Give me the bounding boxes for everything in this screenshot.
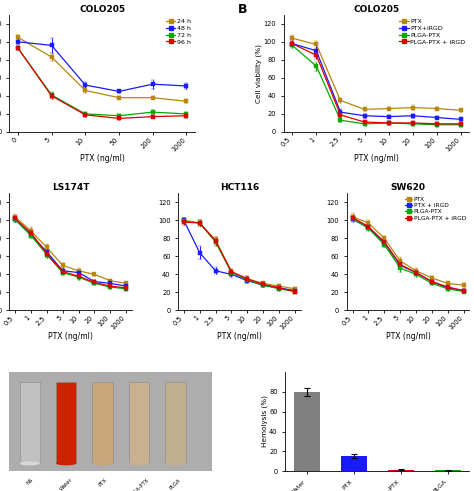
Legend: 24 h, 48 h, 72 h, 96 h: 24 h, 48 h, 72 h, 96 h (165, 18, 192, 45)
Legend: PTX, PTX+iRGD, PLGA-PTX, PLGA-PTX + iRGD: PTX, PTX+iRGD, PLGA-PTX, PLGA-PTX + iRGD (399, 18, 466, 45)
Ellipse shape (92, 462, 113, 465)
Ellipse shape (129, 462, 149, 465)
Bar (165, 382, 185, 464)
Title: HCT116: HCT116 (220, 184, 259, 192)
Ellipse shape (165, 462, 185, 465)
Y-axis label: Cell viability (%): Cell viability (%) (255, 44, 262, 103)
Text: Water: Water (59, 477, 73, 491)
Text: NS: NS (26, 477, 34, 486)
Title: LS174T: LS174T (52, 184, 90, 192)
X-axis label: PTX (ng/ml): PTX (ng/ml) (354, 154, 399, 163)
Text: PLGA-PTX: PLGA-PTX (128, 477, 150, 491)
Bar (56, 382, 76, 464)
Bar (388, 470, 414, 471)
Bar (19, 382, 40, 464)
Text: PTX: PTX (97, 477, 108, 488)
X-axis label: PTX (ng/ml): PTX (ng/ml) (48, 332, 93, 341)
Title: COLO205: COLO205 (354, 5, 400, 14)
X-axis label: PTX (ng/ml): PTX (ng/ml) (80, 154, 125, 163)
Y-axis label: Hemolysis (%): Hemolysis (%) (261, 396, 268, 447)
X-axis label: PTX (ng/ml): PTX (ng/ml) (217, 332, 262, 341)
X-axis label: PTX (ng/ml): PTX (ng/ml) (386, 332, 430, 341)
Text: B: B (237, 3, 247, 16)
Title: SW620: SW620 (391, 184, 426, 192)
Bar (435, 470, 461, 471)
Legend: PTX, PTX + iRGD, PLGA-PTX, PLGA-PTX + iRGD: PTX, PTX + iRGD, PLGA-PTX, PLGA-PTX + iR… (404, 196, 466, 221)
Bar (293, 392, 319, 471)
Title: COLO205: COLO205 (79, 5, 125, 14)
Bar (341, 457, 367, 471)
Text: PLGA: PLGA (169, 477, 182, 491)
Bar (92, 382, 113, 464)
Ellipse shape (19, 462, 40, 465)
Bar (129, 382, 149, 464)
Ellipse shape (56, 462, 76, 465)
